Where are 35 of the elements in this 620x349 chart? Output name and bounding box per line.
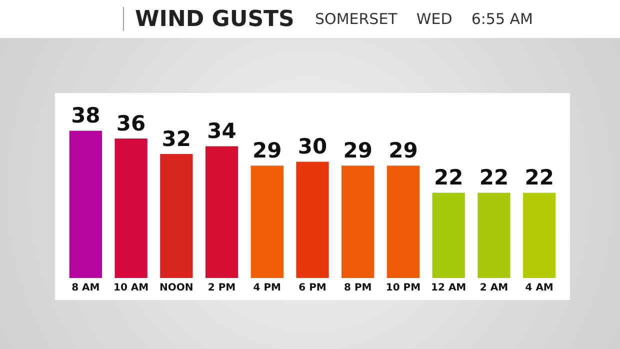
bar	[114, 138, 148, 278]
bar	[432, 192, 465, 278]
data-label: 36	[116, 111, 146, 136]
x-tick-label: 10 AM	[114, 282, 149, 294]
x-tick-label: 8 PM	[344, 282, 372, 294]
bar	[296, 162, 329, 278]
x-tick-label: 6 PM	[298, 282, 326, 294]
data-label: 22	[524, 166, 554, 190]
data-label: 32	[162, 126, 192, 151]
data-label: 34	[207, 119, 236, 144]
chart-title: WIND GUSTS	[135, 6, 294, 32]
data-label: 29	[252, 138, 282, 163]
data-label: 22	[479, 166, 509, 190]
x-tick-label: 4 PM	[253, 282, 282, 294]
data-label: 29	[343, 138, 372, 163]
x-tick-label: 2 AM	[480, 282, 508, 294]
bar	[386, 166, 420, 278]
bar	[160, 154, 193, 278]
bar	[69, 130, 102, 278]
bar	[478, 192, 510, 278]
x-tick-label: 10 PM	[386, 282, 421, 294]
x-tick-label: 8 AM	[72, 282, 100, 294]
bar	[522, 192, 556, 278]
chart-subtitle: SOMERSET WED 6:55 AM	[315, 10, 533, 28]
bar	[250, 166, 284, 278]
data-label: 22	[434, 166, 464, 190]
bar	[342, 166, 374, 278]
data-label: 29	[388, 138, 418, 163]
data-label: 30	[298, 134, 328, 159]
bar	[205, 146, 238, 278]
data-label: 38	[71, 104, 100, 128]
x-tick-label: 4 AM	[525, 282, 554, 294]
x-tick-label: 2 PM	[208, 282, 236, 294]
x-tick-label: NOON	[160, 282, 194, 294]
x-tick-label: 12 AM	[431, 282, 466, 294]
